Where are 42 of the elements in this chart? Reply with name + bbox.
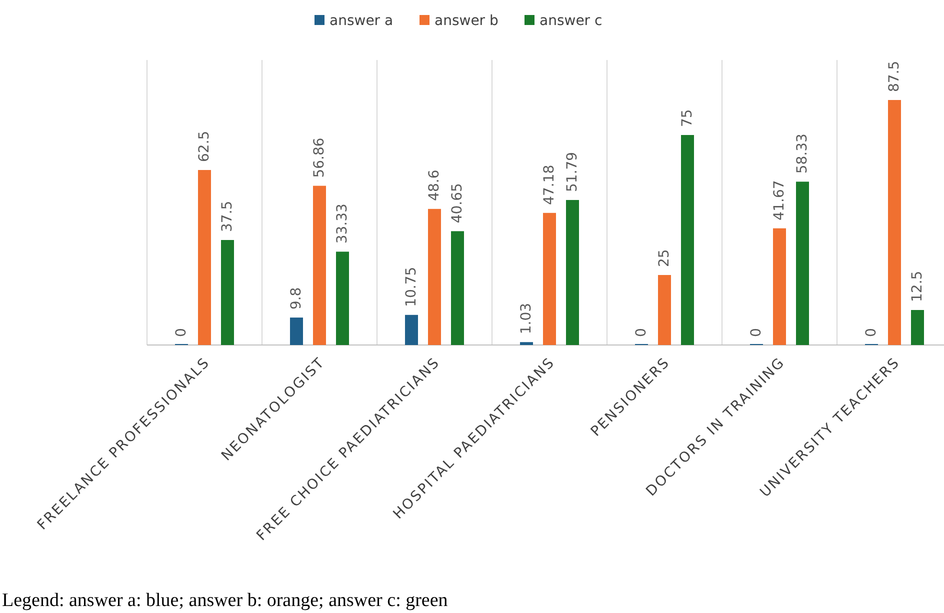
bar (566, 200, 579, 345)
data-label: 40.65 (450, 183, 466, 224)
data-label: 0 (748, 328, 764, 337)
bar (520, 342, 533, 345)
bar (888, 100, 901, 345)
data-label: 87.5 (886, 60, 902, 92)
data-label: 9.8 (288, 287, 304, 310)
data-label: 62.5 (196, 130, 212, 162)
data-label: 1.03 (518, 302, 534, 334)
data-label: 58.33 (794, 134, 810, 174)
bar (313, 186, 326, 345)
bar (681, 135, 694, 345)
bar (405, 314, 418, 345)
bar (198, 170, 211, 345)
legend-label: answer a (330, 13, 394, 29)
bar (428, 208, 441, 345)
legend-label: answer b (434, 13, 499, 29)
bar (336, 252, 349, 345)
data-label: 10.75 (404, 266, 420, 307)
bar (911, 310, 924, 345)
bar (543, 212, 556, 345)
data-label: 0 (634, 328, 650, 337)
bar (773, 228, 786, 345)
text: Legend: answer a: blue; answer b: orange; answer c: green (2, 590, 448, 611)
data-label: 33.33 (334, 204, 350, 244)
data-label: 0 (864, 328, 880, 337)
data-label: 75 (680, 109, 696, 127)
data-label: 41.67 (772, 180, 788, 220)
bar (796, 182, 809, 345)
data-label: 56.86 (312, 138, 328, 178)
data-label: 37.5 (220, 200, 236, 232)
bar (221, 240, 234, 345)
bar (290, 318, 303, 345)
bar (451, 231, 464, 345)
data-label: 47.18 (542, 164, 558, 205)
data-label: 25 (656, 249, 672, 267)
legend-label: answer c (540, 13, 602, 29)
data-label: 12.5 (910, 270, 926, 302)
data-label: 0 (174, 328, 190, 337)
data-label: 48.6 (426, 170, 442, 201)
data-label: 51.79 (564, 152, 580, 192)
bar (658, 275, 671, 345)
